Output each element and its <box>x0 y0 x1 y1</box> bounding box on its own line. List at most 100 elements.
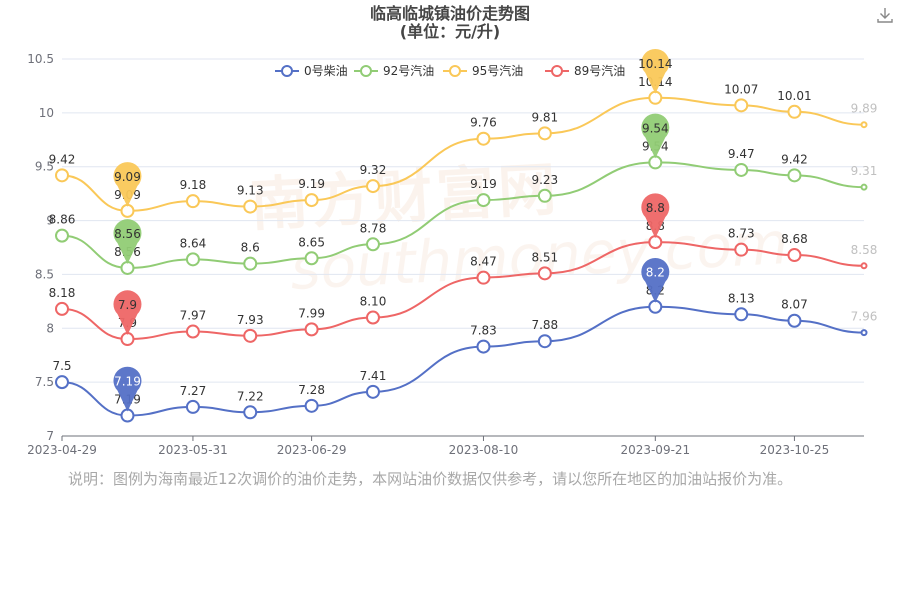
legend-symbol <box>281 65 293 77</box>
pin-marker: 9.54 <box>641 113 670 159</box>
x-tick-label: 2023-10-25 <box>760 443 830 457</box>
data-point <box>365 310 380 325</box>
data-label: 9.31 <box>851 164 878 178</box>
pin-marker: 9.09 <box>113 162 142 207</box>
pin-marker: 8.56 <box>113 219 142 264</box>
data-point <box>304 398 319 413</box>
data-point <box>55 301 69 316</box>
legend-label: 89号汽油 <box>574 63 625 78</box>
pin-marker: 7.9 <box>113 290 142 336</box>
legend-item-3[interactable]: 89号汽油 <box>545 63 625 78</box>
data-label: 8.64 <box>180 236 207 250</box>
legend-symbol <box>449 65 461 77</box>
pin-marker: 10.14 <box>638 48 672 94</box>
data-point <box>476 270 491 285</box>
data-point <box>860 183 868 191</box>
data-label: 9.47 <box>728 147 755 161</box>
pin-label: 9.09 <box>114 170 141 184</box>
data-point <box>537 266 552 281</box>
data-point <box>304 251 319 266</box>
legend-item-1[interactable]: 92号汽油 <box>354 63 434 78</box>
data-label: 8.13 <box>728 291 755 305</box>
data-point <box>365 384 380 399</box>
pin-label: 8.8 <box>646 201 665 215</box>
data-point <box>185 194 200 209</box>
pin-shape <box>113 366 142 412</box>
pin-shape <box>641 113 670 159</box>
data-label: 10.07 <box>724 82 758 96</box>
data-point <box>537 188 552 203</box>
data-point <box>185 324 200 339</box>
data-point <box>243 199 258 214</box>
legend-item-2[interactable]: 95号汽油 <box>443 63 523 78</box>
data-label: 7.28 <box>298 383 325 397</box>
data-label: 8.65 <box>298 235 325 249</box>
pin-marker: 8.2 <box>641 257 670 303</box>
data-label: 9.76 <box>470 116 497 130</box>
y-tick-label: 10 <box>39 106 54 120</box>
data-point <box>55 168 69 183</box>
legend-item-0[interactable]: 0号柴油 <box>275 64 348 78</box>
data-label: 8.68 <box>781 232 808 246</box>
pin-label: 10.14 <box>638 57 672 71</box>
data-point <box>860 329 868 337</box>
data-point <box>476 193 491 208</box>
x-tick-label: 2023-08-10 <box>449 443 519 457</box>
legend-label: 92号汽油 <box>383 63 434 78</box>
download-icon[interactable] <box>876 6 894 24</box>
pin-label: 7.9 <box>118 298 137 312</box>
chart-title: 临高临城镇油价走势图 <box>369 4 530 23</box>
data-point <box>860 121 868 129</box>
data-label: 7.83 <box>470 324 497 338</box>
pin-shape <box>113 290 142 336</box>
data-label: 7.93 <box>237 313 264 327</box>
data-point <box>243 405 258 420</box>
data-label: 9.19 <box>470 177 497 191</box>
data-point <box>476 339 491 354</box>
data-label: 9.18 <box>180 178 207 192</box>
pin-shape <box>113 162 142 207</box>
data-point <box>185 252 200 267</box>
y-tick-label: 8.5 <box>35 267 54 281</box>
y-tick-label: 8 <box>46 321 54 335</box>
x-tick-label: 2023-06-29 <box>277 443 347 457</box>
data-label: 9.23 <box>531 173 558 187</box>
data-label: 8.6 <box>241 241 260 255</box>
data-point <box>185 399 200 414</box>
pin-label: 8.2 <box>646 266 665 280</box>
data-label: 9.89 <box>851 102 878 116</box>
data-point <box>734 98 749 113</box>
data-point <box>304 193 319 208</box>
data-label: 10.01 <box>777 89 811 103</box>
data-label: 7.96 <box>851 310 878 324</box>
data-label: 9.81 <box>531 110 558 124</box>
pin-label: 8.56 <box>114 227 141 241</box>
pin-shape <box>641 48 670 94</box>
data-label: 7.97 <box>180 309 207 323</box>
pin-shape <box>113 219 142 264</box>
data-label: 8.10 <box>360 295 387 309</box>
data-label: 9.42 <box>781 152 808 166</box>
pin-marker: 7.19 <box>113 366 142 412</box>
data-point <box>734 242 749 257</box>
chart-subtitle: (单位：元/升) <box>399 22 501 41</box>
data-point <box>537 334 552 349</box>
chart-note: 说明：图例为海南最近12次调价的油价走势，本网站油价数据仅供参考，请以您所在地区… <box>68 470 793 488</box>
pin-label: 9.54 <box>642 121 669 135</box>
pin-shape <box>641 257 670 303</box>
data-label: 9.19 <box>298 177 325 191</box>
y-tick-label: 9 <box>46 214 54 228</box>
data-point <box>787 313 802 328</box>
legend-label: 95号汽油 <box>472 63 523 78</box>
data-point <box>787 104 802 119</box>
data-label: 8.47 <box>470 255 497 269</box>
data-point <box>55 228 69 243</box>
y-tick-label: 7 <box>46 429 54 443</box>
data-point <box>734 162 749 177</box>
data-label: 8.58 <box>851 243 878 257</box>
data-label: 9.42 <box>49 152 76 166</box>
data-point <box>787 248 802 263</box>
data-label: 8.78 <box>360 221 387 235</box>
data-label: 9.32 <box>360 163 387 177</box>
data-label: 8.51 <box>531 250 558 264</box>
